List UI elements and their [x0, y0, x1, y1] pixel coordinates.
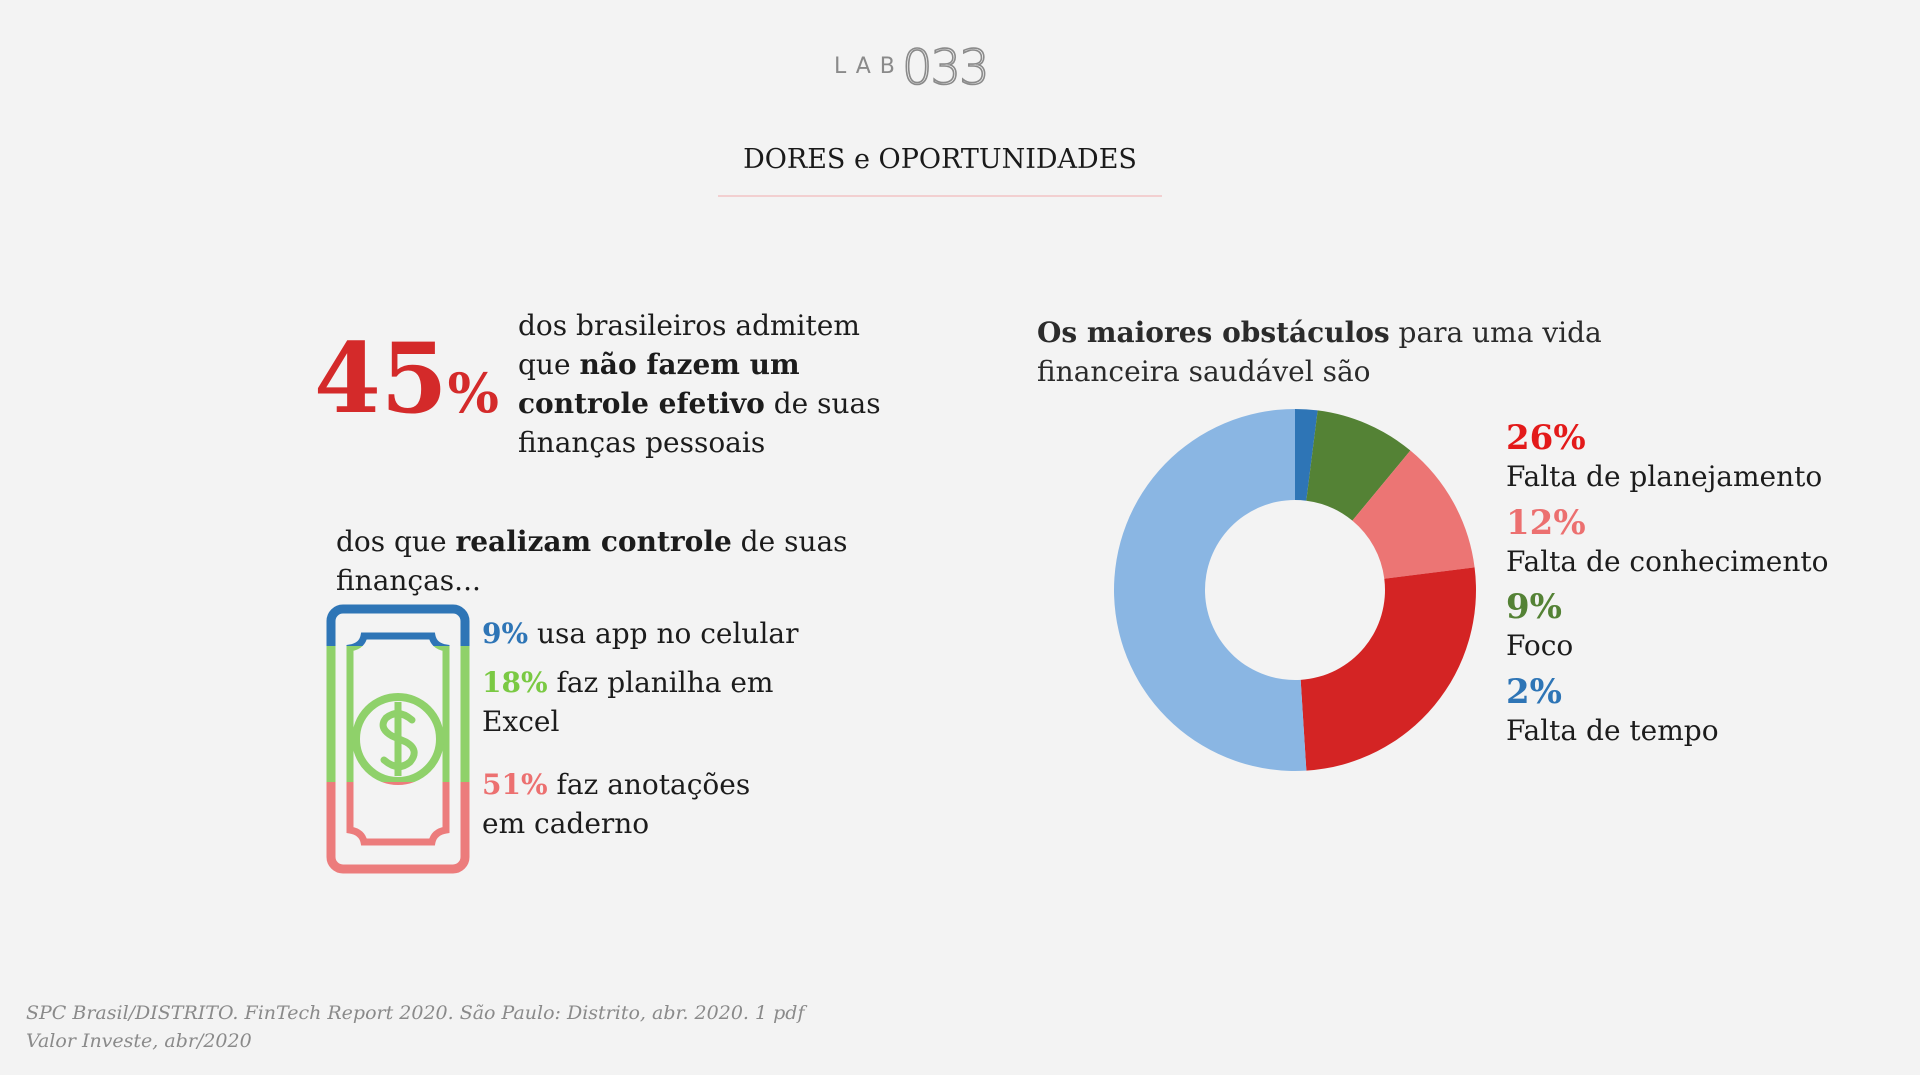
legend-pct: 26%	[1506, 418, 1586, 458]
donut-slice-4	[1114, 409, 1307, 771]
stat-text-emphasis: não fazem um controle efetivo	[518, 348, 800, 420]
legend-label: Falta de tempo	[1506, 714, 1719, 747]
donut-slice-0	[1295, 409, 1318, 501]
donut-slice-1	[1306, 410, 1411, 521]
usage-pct: 18%	[482, 666, 548, 699]
obstacles-title-rest: para uma vida financeira saudável são	[1037, 316, 1602, 388]
intro-text-part: de suas finanças...	[336, 525, 848, 597]
obstacles-title-emphasis: Os maiores obstáculos	[1037, 316, 1390, 349]
page-title: DORES e OPORTUNIDADES	[743, 144, 1137, 175]
big-percentage: 45%	[314, 322, 499, 435]
legend-item-planejamento: 26% Falta de planejamento	[1506, 418, 1906, 496]
legend-pct: 12%	[1506, 503, 1586, 543]
usage-item-excel: 18% faz planilha em Excel	[482, 663, 782, 741]
usage-item-app: 9% usa app no celular	[482, 614, 842, 653]
usage-intro: dos que realizam controle de suas finanç…	[336, 522, 856, 600]
usage-text: faz anotações em caderno	[482, 768, 751, 840]
obstacles-donut-chart	[1114, 409, 1476, 771]
legend-label: Foco	[1506, 629, 1574, 662]
legend-item-foco: 9% Foco	[1506, 587, 1906, 665]
obstacles-title: Os maiores obstáculos para uma vida fina…	[1037, 313, 1657, 391]
donut-slice-2	[1352, 450, 1475, 579]
stat-text-part: dos brasileiros admitem que	[518, 309, 860, 381]
source-line: SPC Brasil/DISTRITO. FinTech Report 2020…	[26, 1002, 805, 1024]
intro-text-part: dos que	[336, 525, 456, 558]
big-percentage-value: 45	[314, 322, 448, 435]
donut-slice-3	[1300, 567, 1476, 771]
title-underline	[718, 195, 1162, 197]
legend-label: Falta de planejamento	[1506, 460, 1823, 493]
logo-lab-text: LAB	[834, 54, 904, 79]
legend-item-conhecimento: 12% Falta de conhecimento	[1506, 503, 1906, 581]
stat-description: dos brasileiros admitem que não fazem um…	[518, 306, 888, 462]
big-percentage-unit: %	[447, 361, 499, 425]
usage-pct: 9%	[482, 617, 529, 650]
usage-text: usa app no celular	[537, 617, 799, 650]
stat-text-part: de suas finanças pessoais	[518, 387, 881, 459]
usage-item-notebook: 51% faz anotações em caderno	[482, 765, 782, 843]
money-bill-dollar-icon	[326, 604, 470, 874]
legend-item-tempo: 2% Falta de tempo	[1506, 672, 1906, 750]
usage-pct: 51%	[482, 768, 548, 801]
intro-text-emphasis: realizam controle	[455, 525, 732, 558]
source-citation: SPC Brasil/DISTRITO. FinTech Report 2020…	[26, 999, 804, 1055]
lab033-logo: LAB 033	[834, 39, 1004, 97]
usage-text: faz planilha em Excel	[482, 666, 774, 738]
legend-pct: 9%	[1506, 587, 1562, 627]
source-line: Valor Investe, abr/2020	[26, 1030, 252, 1052]
logo-number-text: 033	[901, 39, 990, 97]
legend-label: Falta de conhecimento	[1506, 545, 1829, 578]
legend-pct: 2%	[1506, 672, 1562, 712]
